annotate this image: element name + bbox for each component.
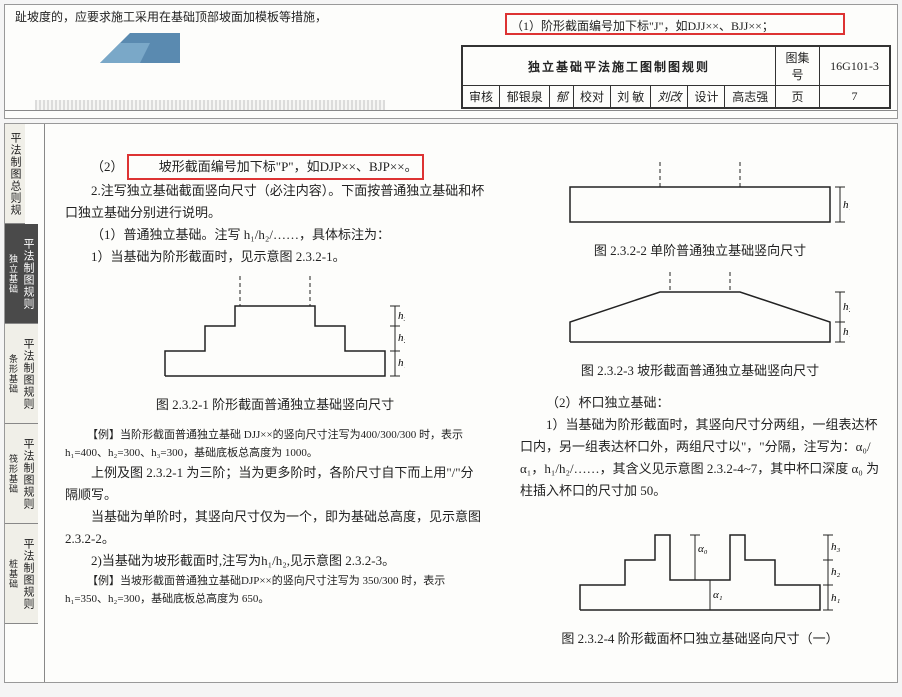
svg-text:h₁: h₁ xyxy=(831,592,840,604)
caption-4: 图 2.3.2-4 阶形截面杯口独立基础竖向尺寸（一） xyxy=(520,628,880,650)
tb-cell: 页 xyxy=(776,86,820,108)
tb-cell: 郁银泉 xyxy=(500,86,550,108)
para-2: （2） 坡形截面编号加下标"P"，如DJP××、BJP××。 xyxy=(65,154,485,180)
page-bottom: 平法制图总则规 平法制图规则独立基础 平法制图规则条形基础 平法制图规则筏形基础… xyxy=(4,123,898,683)
example-1: 【例】当阶形截面普通独立基础 DJJ××的竖向尺寸注写为400/300/300 … xyxy=(65,426,485,462)
caption-3: 图 2.3.2-3 坡形截面普通独立基础竖向尺寸 xyxy=(520,360,880,382)
para: （2）杯口独立基础： xyxy=(520,392,880,414)
tb-cell: 高志强 xyxy=(725,86,776,108)
page-top-fragment: 趾坡度的，应要求施工采用在基础顶部坡面加模板等措施， （1）阶形截面编号加下标"… xyxy=(4,4,898,119)
svg-text:h₁: h₁ xyxy=(843,199,850,211)
tb-cell: 7 xyxy=(820,86,890,108)
tb-cell: 校对 xyxy=(574,86,611,108)
side-tabs: 平法制图总则规 平法制图规则独立基础 平法制图规则条形基础 平法制图规则筏形基础… xyxy=(5,124,45,682)
para: （1）普通独立基础。注写 h₁/h₂/……，具体标注为： xyxy=(65,224,485,246)
figure-2-3-2-3: h₁ h₂ xyxy=(550,272,850,352)
tb-sign: 刘改 xyxy=(651,86,688,108)
tb-cell: 审核 xyxy=(463,86,500,108)
side-tab: 平法制图规则桩基础 xyxy=(5,524,38,624)
svg-text:h₃: h₃ xyxy=(831,541,840,553)
top-frag-shape xyxy=(100,33,180,63)
caption-2: 图 2.3.2-2 单阶普通独立基础竖向尺寸 xyxy=(520,240,880,262)
titleblock-setval: 16G101-3 xyxy=(820,47,890,86)
figure-2-3-2-2: h₁ xyxy=(550,162,850,232)
svg-text:α₁: α₁ xyxy=(713,589,723,601)
para: 1）当基础为阶形截面时，其竖向尺寸分两组，一组表达杯口内，另一组表达杯口外，两组… xyxy=(520,414,880,502)
para: 2.注写独立基础截面竖向尺寸（必注内容）。下面按普通独立基础和杯口独立基础分别进… xyxy=(65,180,485,224)
tb-sign: 郁 xyxy=(550,86,574,108)
side-tab: 平法制图规则条形基础 xyxy=(5,324,38,424)
titleblock: 独立基础平法施工图制图规则 图集号 16G101-3 审核 郁银泉 郁 校对 刘… xyxy=(461,45,891,109)
svg-text:h₁: h₁ xyxy=(398,357,405,369)
side-tab-active: 平法制图规则独立基础 xyxy=(5,224,38,324)
figure-2-3-2-4: h₁ h₂ h₃ α₀ α₁ xyxy=(560,510,840,620)
para: 上例及图 2.3.2-1 为三阶；当为更多阶时，各阶尺寸自下而上用"/"分隔顺写… xyxy=(65,462,485,506)
svg-text:h₂: h₂ xyxy=(831,566,840,578)
svg-text:h₁: h₁ xyxy=(843,326,850,338)
highlight-box-2: 坡形截面编号加下标"P"，如DJP××、BJP××。 xyxy=(127,154,424,180)
side-tab: 平法制图总则规 xyxy=(5,124,25,224)
titleblock-title: 独立基础平法施工图制图规则 xyxy=(463,47,776,86)
divider xyxy=(5,110,897,111)
highlight-box-1: （1）阶形截面编号加下标"J"，如DJJ××、BJJ××； xyxy=(505,13,845,35)
para: 当基础为单阶时，其竖向尺寸仅为一个，即为基础总高度，见示意图 2.3.2-2。 xyxy=(65,506,485,550)
svg-text:h₂: h₂ xyxy=(843,301,850,313)
tb-cell: 刘 敏 xyxy=(611,86,651,108)
p2-prefix: （2） xyxy=(91,159,124,174)
figure-2-3-2-1: h₁ h₂ h₃ xyxy=(145,276,405,386)
titleblock-setlabel: 图集号 xyxy=(776,47,820,86)
right-column: h₁ 图 2.3.2-2 单阶普通独立基础竖向尺寸 h₁ h₂ 图 2.3.2-3… xyxy=(520,154,880,660)
tb-cell: 设计 xyxy=(688,86,725,108)
caption-1: 图 2.3.2-1 阶形截面普通独立基础竖向尺寸 xyxy=(65,394,485,416)
side-tab: 平法制图规则筏形基础 xyxy=(5,424,38,524)
svg-text:h₂: h₂ xyxy=(398,332,405,344)
scan-artifact xyxy=(35,100,385,110)
svg-text:α₀: α₀ xyxy=(698,543,708,555)
example-2: 【例】当坡形截面普通独立基础DJP××的竖向尺寸注写为 350/300 时，表示… xyxy=(65,572,485,608)
left-column: （2） 坡形截面编号加下标"P"，如DJP××、BJP××。 2.注写独立基础截… xyxy=(65,154,485,608)
top-frag-text: 趾坡度的，应要求施工采用在基础顶部坡面加模板等措施， xyxy=(15,8,327,26)
svg-text:h₃: h₃ xyxy=(398,310,405,322)
para: 2)当基础为坡形截面时,注写为h₁/h₂,见示意图 2.3.2-3。 xyxy=(65,550,485,572)
para: 1）当基础为阶形截面时，见示意图 2.3.2-1。 xyxy=(65,246,485,268)
titleblock-row: 审核 郁银泉 郁 校对 刘 敏 刘改 设计 高志强 页 7 xyxy=(463,86,890,108)
